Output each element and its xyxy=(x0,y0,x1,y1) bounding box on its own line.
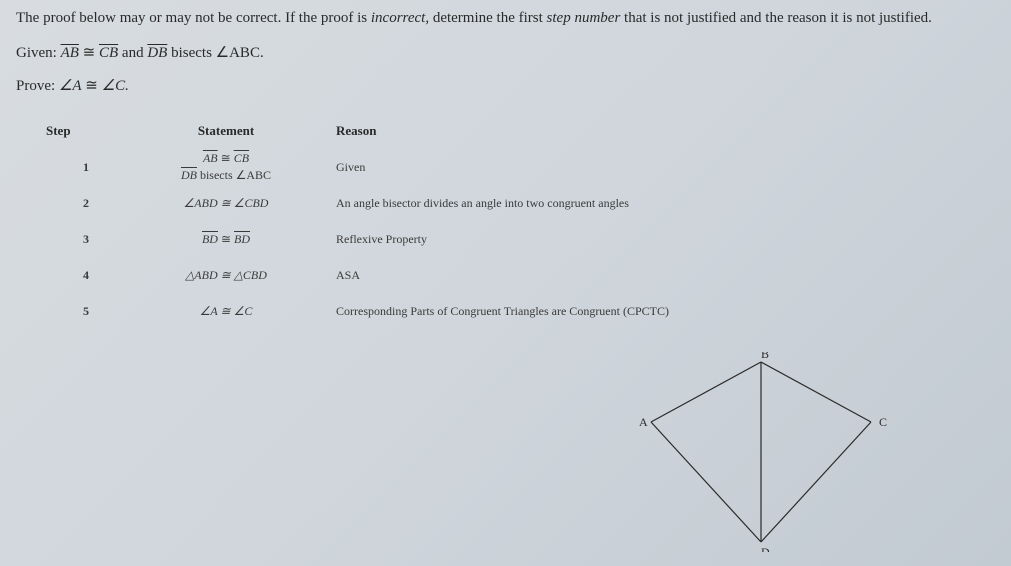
given-line: Given: AB ≅ CB and DB bisects ∠ABC. xyxy=(16,43,995,62)
svg-text:D: D xyxy=(761,545,770,552)
svg-text:A: A xyxy=(639,415,648,429)
prove-line: Prove: ∠A ≅ ∠C. xyxy=(16,76,995,95)
instruction-incorrect: incorrect xyxy=(371,10,425,26)
given-and: and xyxy=(118,45,147,61)
step-statement: ∠ABD ≅ ∠CBD xyxy=(126,196,326,211)
given-cong: ≅ xyxy=(79,45,99,61)
given-seg1: AB xyxy=(61,45,79,61)
step-reason: Corresponding Parts of Congruent Triangl… xyxy=(326,304,995,319)
prove-label: Prove: xyxy=(16,78,59,94)
instruction-stepnum: step number xyxy=(547,10,621,26)
stmt-cong: ≅ xyxy=(218,151,234,165)
stmt-seg: BD xyxy=(202,232,218,246)
step-reason: Reflexive Property xyxy=(326,232,995,247)
given-seg3: DB xyxy=(147,45,167,61)
step-reason: An angle bisector divides an angle into … xyxy=(326,196,995,211)
geometry-diagram: A B C D xyxy=(631,352,891,552)
stmt-cong: ≅ xyxy=(218,232,234,246)
table-header: Step Statement Reason xyxy=(46,123,995,139)
step-num: 1 xyxy=(46,160,126,175)
prove-c: ∠C. xyxy=(102,78,129,94)
table-row: 1 AB ≅ CB DB bisects ∠ABC Given xyxy=(46,149,995,185)
step-statement: △ABD ≅ △CBD xyxy=(126,268,326,283)
stmt-seg: BD xyxy=(234,232,250,246)
given-rest: bisects ∠ABC. xyxy=(167,45,263,61)
step-statement: ∠A ≅ ∠C xyxy=(126,304,326,319)
hdr-step: Step xyxy=(46,123,126,139)
instruction-mid: , determine the first xyxy=(425,10,546,26)
prove-a: ∠A xyxy=(59,78,82,94)
step-reason: ASA xyxy=(326,268,995,283)
stmt-seg: AB xyxy=(203,151,218,165)
step-num: 4 xyxy=(46,268,126,283)
hdr-reason: Reason xyxy=(326,123,995,139)
svg-text:C: C xyxy=(879,415,887,429)
prove-cong: ≅ xyxy=(82,78,102,94)
stmt-rest: bisects ∠ABC xyxy=(197,168,271,182)
step-reason: Given xyxy=(326,160,995,175)
table-row: 2 ∠ABD ≅ ∠CBD An angle bisector divides … xyxy=(46,185,995,221)
instruction-post: that is not justified and the reason it … xyxy=(620,10,932,26)
instruction-pre: The proof below may or may not be correc… xyxy=(16,10,371,26)
given-label: Given: xyxy=(16,45,61,61)
table-row: 3 BD ≅ BD Reflexive Property xyxy=(46,221,995,257)
step-statement: AB ≅ CB DB bisects ∠ABC xyxy=(126,151,326,183)
instruction-text: The proof below may or may not be correc… xyxy=(16,10,995,27)
hdr-statement: Statement xyxy=(126,123,326,139)
svg-text:B: B xyxy=(761,352,769,361)
table-row: 4 △ABD ≅ △CBD ASA xyxy=(46,257,995,293)
step-num: 3 xyxy=(46,232,126,247)
proof-table: Step Statement Reason 1 AB ≅ CB DB bisec… xyxy=(46,123,995,329)
stmt-seg: DB xyxy=(181,168,197,182)
step-num: 5 xyxy=(46,304,126,319)
step-num: 2 xyxy=(46,196,126,211)
given-seg2: CB xyxy=(99,45,118,61)
stmt-seg: CB xyxy=(234,151,249,165)
step-statement: BD ≅ BD xyxy=(126,232,326,247)
table-row: 5 ∠A ≅ ∠C Corresponding Parts of Congrue… xyxy=(46,293,995,329)
